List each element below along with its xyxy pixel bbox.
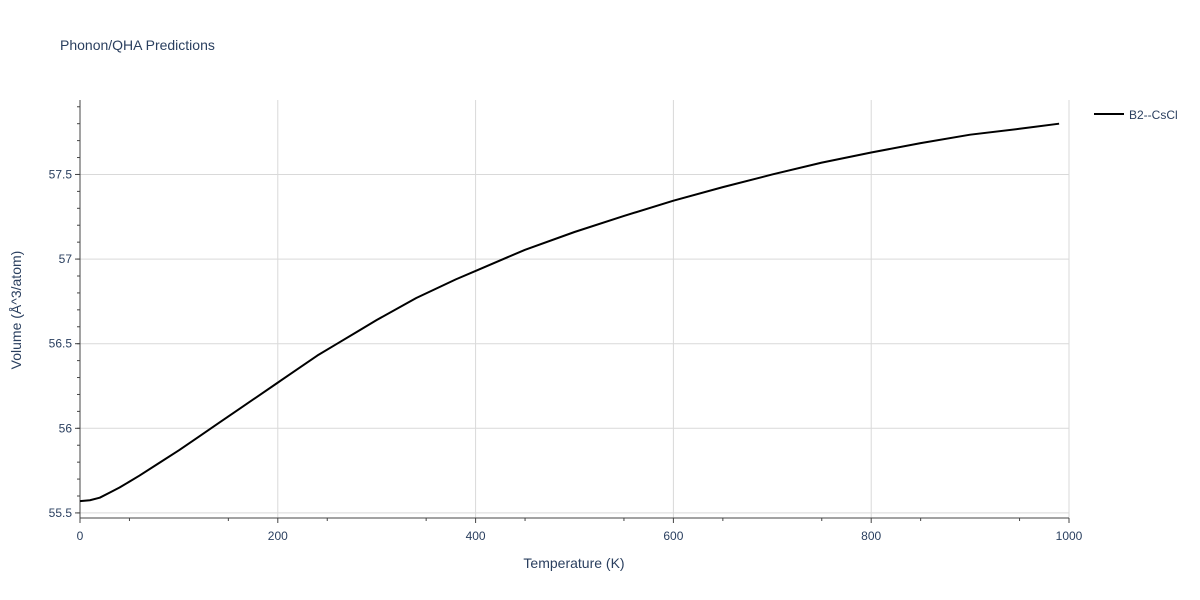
x-tick-label: 800 <box>861 529 881 543</box>
chart-title: Phonon/QHA Predictions <box>60 37 215 53</box>
y-tick-label: 57 <box>59 252 73 266</box>
y-tick-label: 56 <box>59 421 73 435</box>
x-tick-label: 0 <box>77 529 84 543</box>
y-tick-label: 56.5 <box>49 337 73 351</box>
x-tick-label: 200 <box>268 529 288 543</box>
legend[interactable]: B2--CsCl <box>1094 108 1178 122</box>
x-axis-title: Temperature (K) <box>523 555 624 571</box>
x-tick-label: 400 <box>466 529 486 543</box>
axes: 0 200 400 600 800 1000 55.5 56 56.5 57 57.5 <box>49 100 1083 543</box>
y-tick-label: 57.5 <box>49 167 73 181</box>
legend-label-b2-cscl: B2--CsCl <box>1129 108 1178 122</box>
grid <box>80 100 1070 518</box>
y-tick-label: 55.5 <box>49 506 73 520</box>
series-line-0[interactable] <box>79 122 1060 503</box>
series-layer <box>79 122 1060 503</box>
x-tick-label: 1000 <box>1056 529 1083 543</box>
y-axis-title: Volume (Å^3/atom) <box>8 251 24 370</box>
x-tick-label: 600 <box>663 529 683 543</box>
